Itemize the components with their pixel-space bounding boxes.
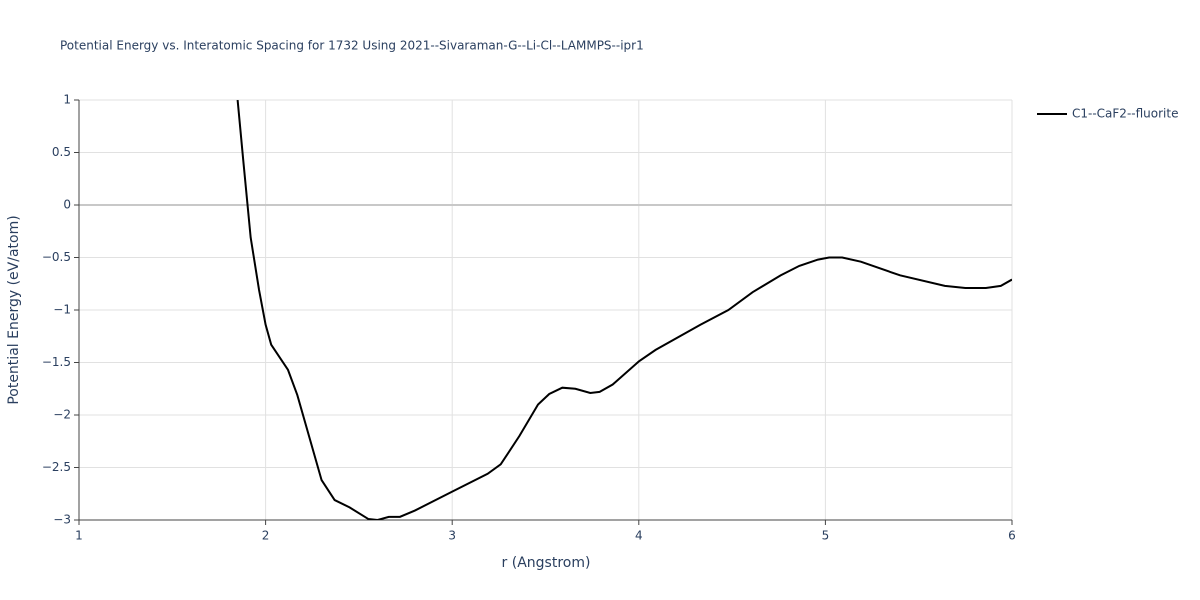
data-line — [236, 100, 1012, 520]
y-tick-label: −1 — [53, 303, 71, 317]
chart-title: Potential Energy vs. Interatomic Spacing… — [60, 39, 644, 53]
y-tick-label: −2.5 — [42, 460, 71, 474]
plot-area — [236, 100, 1012, 520]
y-tick-label: −1.5 — [42, 355, 71, 369]
legend-label: C1--CaF2--fluorite — [1072, 107, 1178, 121]
x-tick-label: 2 — [262, 529, 270, 543]
y-axis-title: Potential Energy (eV/atom) — [6, 215, 22, 404]
y-tick-label: −3 — [53, 513, 71, 527]
x-tick-label: 6 — [1008, 529, 1016, 543]
x-tick-label: 1 — [75, 529, 83, 543]
y-tick-label: −0.5 — [42, 250, 71, 264]
y-tick-label: 1 — [63, 93, 71, 107]
x-tick-label: 4 — [635, 529, 643, 543]
x-tick-label: 3 — [448, 529, 456, 543]
x-tick-label: 5 — [822, 529, 830, 543]
y-tick-label: −2 — [53, 408, 71, 422]
x-axis-title: r (Angstrom) — [502, 555, 591, 571]
y-tick-label: 0.5 — [52, 145, 71, 159]
y-tick-label: 0 — [63, 198, 71, 212]
